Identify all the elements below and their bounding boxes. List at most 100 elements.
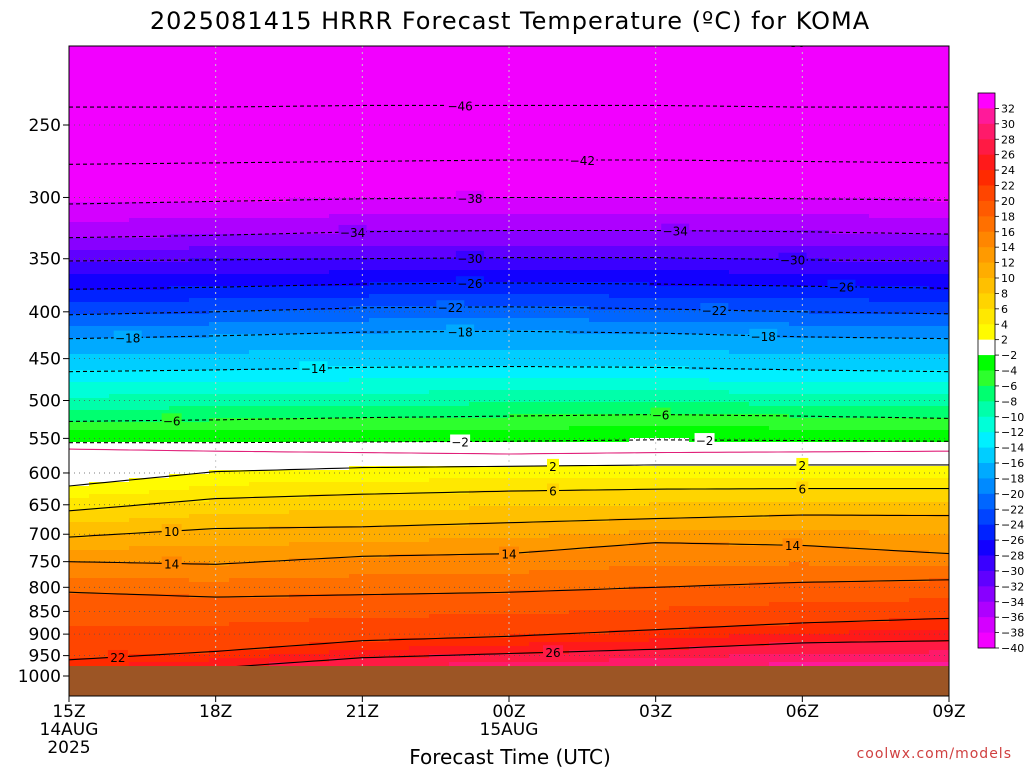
temperature-cell — [269, 74, 290, 79]
temperature-cell — [469, 502, 490, 507]
temperature-cell — [269, 566, 290, 571]
temperature-cell — [609, 486, 630, 491]
temperature-cell — [269, 422, 290, 427]
temperature-cell — [69, 510, 90, 515]
temperature-cell — [309, 422, 330, 427]
temperature-cell — [169, 402, 190, 407]
temperature-cell — [269, 550, 290, 555]
temperature-cell — [249, 346, 270, 351]
temperature-cell — [449, 606, 470, 611]
temperature-cell — [169, 122, 190, 127]
temperature-cell — [149, 590, 170, 595]
temperature-cell — [309, 526, 330, 531]
temperature-cell — [209, 622, 230, 627]
temperature-cell — [189, 242, 210, 247]
temperature-cell — [269, 470, 290, 475]
temperature-cell — [69, 114, 90, 119]
temperature-cell — [369, 254, 390, 259]
temperature-cell — [129, 406, 150, 411]
temperature-cell — [369, 458, 390, 463]
temperature-cell — [609, 450, 630, 455]
temperature-cell — [509, 306, 530, 311]
temperature-cell — [369, 62, 390, 67]
temperature-cell — [349, 654, 370, 659]
temperature-cell — [609, 266, 630, 271]
temperature-cell — [409, 650, 430, 655]
temperature-cell — [549, 406, 570, 411]
temperature-cell — [649, 274, 670, 279]
temperature-cell — [89, 566, 110, 571]
temperature-cell — [429, 130, 450, 135]
temperature-cell — [609, 150, 630, 155]
temperature-cell — [89, 210, 110, 215]
temperature-cell — [109, 310, 130, 315]
temperature-cell — [649, 494, 670, 499]
temperature-cell — [329, 190, 350, 195]
temperature-cell — [69, 238, 90, 243]
temperature-cell — [309, 282, 330, 287]
temperature-cell — [449, 366, 470, 371]
temperature-cell — [209, 58, 230, 63]
temperature-cell — [89, 226, 110, 231]
temperature-cell — [309, 590, 330, 595]
temperature-cell — [389, 262, 410, 267]
temperature-cell — [209, 142, 230, 147]
temperature-cell — [109, 542, 130, 547]
temperature-cell — [569, 66, 590, 71]
temperature-cell — [89, 198, 110, 203]
temperature-cell — [69, 586, 90, 591]
temperature-cell — [409, 258, 430, 263]
temperature-cell — [89, 614, 110, 619]
temperature-cell — [509, 118, 530, 123]
temperature-cell — [349, 574, 370, 579]
temperature-cell — [289, 454, 310, 459]
temperature-cell — [629, 422, 650, 427]
temperature-cell — [469, 522, 490, 527]
temperature-cell — [369, 602, 390, 607]
temperature-cell — [269, 518, 290, 523]
temperature-cell — [249, 534, 270, 539]
temperature-cell — [189, 426, 210, 431]
temperature-cell — [209, 174, 230, 179]
temperature-cell — [169, 162, 190, 167]
temperature-cell — [489, 114, 510, 119]
temperature-cell — [269, 358, 290, 363]
temperature-cell — [329, 578, 350, 583]
temperature-cell — [609, 154, 630, 159]
temperature-cell — [189, 138, 210, 143]
temperature-cell — [629, 234, 650, 239]
temperature-cell — [149, 582, 170, 587]
temperature-cell — [389, 586, 410, 591]
temperature-cell — [489, 366, 510, 371]
temperature-cell — [469, 506, 490, 511]
temperature-cell — [269, 354, 290, 359]
temperature-cell — [109, 234, 130, 239]
temperature-cell — [69, 290, 90, 295]
temperature-cell — [69, 94, 90, 99]
temperature-cell — [569, 142, 590, 147]
temperature-cell — [509, 374, 530, 379]
temperature-cell — [389, 374, 410, 379]
temperature-cell — [509, 530, 530, 535]
temperature-cell — [69, 266, 90, 271]
temperature-cell — [669, 82, 690, 87]
temperature-cell — [129, 74, 150, 79]
temperature-cell — [489, 198, 510, 203]
temperature-cell — [209, 434, 230, 439]
temperature-cell — [649, 502, 670, 507]
temperature-cell — [449, 390, 470, 395]
temperature-cell — [169, 318, 190, 323]
temperature-cell — [289, 662, 310, 667]
temperature-cell — [149, 278, 170, 283]
temperature-cell — [409, 450, 430, 455]
temperature-cell — [549, 342, 570, 347]
temperature-cell — [649, 346, 670, 351]
temperature-cell — [289, 282, 310, 287]
temperature-cell — [429, 534, 450, 539]
temperature-cell — [669, 94, 690, 99]
temperature-cell — [409, 202, 430, 207]
temperature-cell — [209, 566, 230, 571]
temperature-cell — [509, 210, 530, 215]
temperature-cell — [289, 134, 310, 139]
temperature-cell — [449, 318, 470, 323]
